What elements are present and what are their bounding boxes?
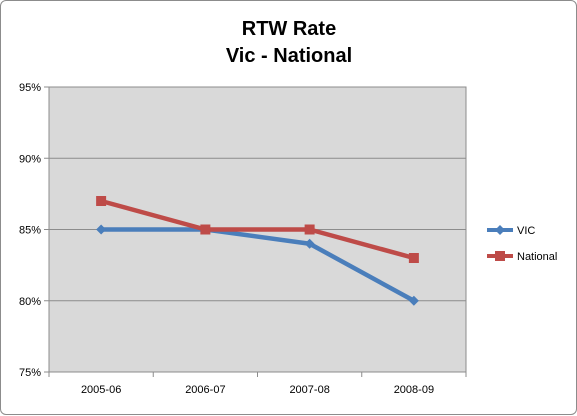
x-tick-label: 2005-06 [81,384,121,396]
data-point-vic [96,224,107,235]
data-point-vic [408,295,419,306]
x-tick-label: 2006-07 [185,384,225,396]
legend-label-vic: VIC [517,225,535,237]
y-axis: 75% 80% 85% 90% 95% [19,82,49,379]
y-tick-label: 85% [19,225,41,237]
chart-title-line-1: RTW Rate [242,18,336,40]
series-line-national [98,198,417,261]
legend-marker-national [495,251,505,261]
legend-label-national: National [517,251,557,263]
data-point-national [408,253,419,263]
data-point-national [96,196,107,206]
y-tick-label: 90% [19,153,41,165]
y-tick-label: 80% [19,296,41,308]
y-tick-label: 95% [19,82,41,94]
y-tick-label: 75% [19,367,41,379]
x-tick-label: 2008-09 [394,384,434,396]
x-axis: 2005-06 2006-07 2007-08 2008-09 [48,372,467,396]
series-line-vic [98,227,417,303]
legend-marker-vic [495,225,505,235]
data-point-vic [304,238,315,249]
legend: VIC National [487,225,557,263]
data-point-national [200,224,211,235]
chart-title-line-2: Vic - National [226,45,352,67]
data-point-national [304,224,315,235]
series-layer [96,196,419,306]
x-tick-label: 2007-08 [289,384,329,396]
